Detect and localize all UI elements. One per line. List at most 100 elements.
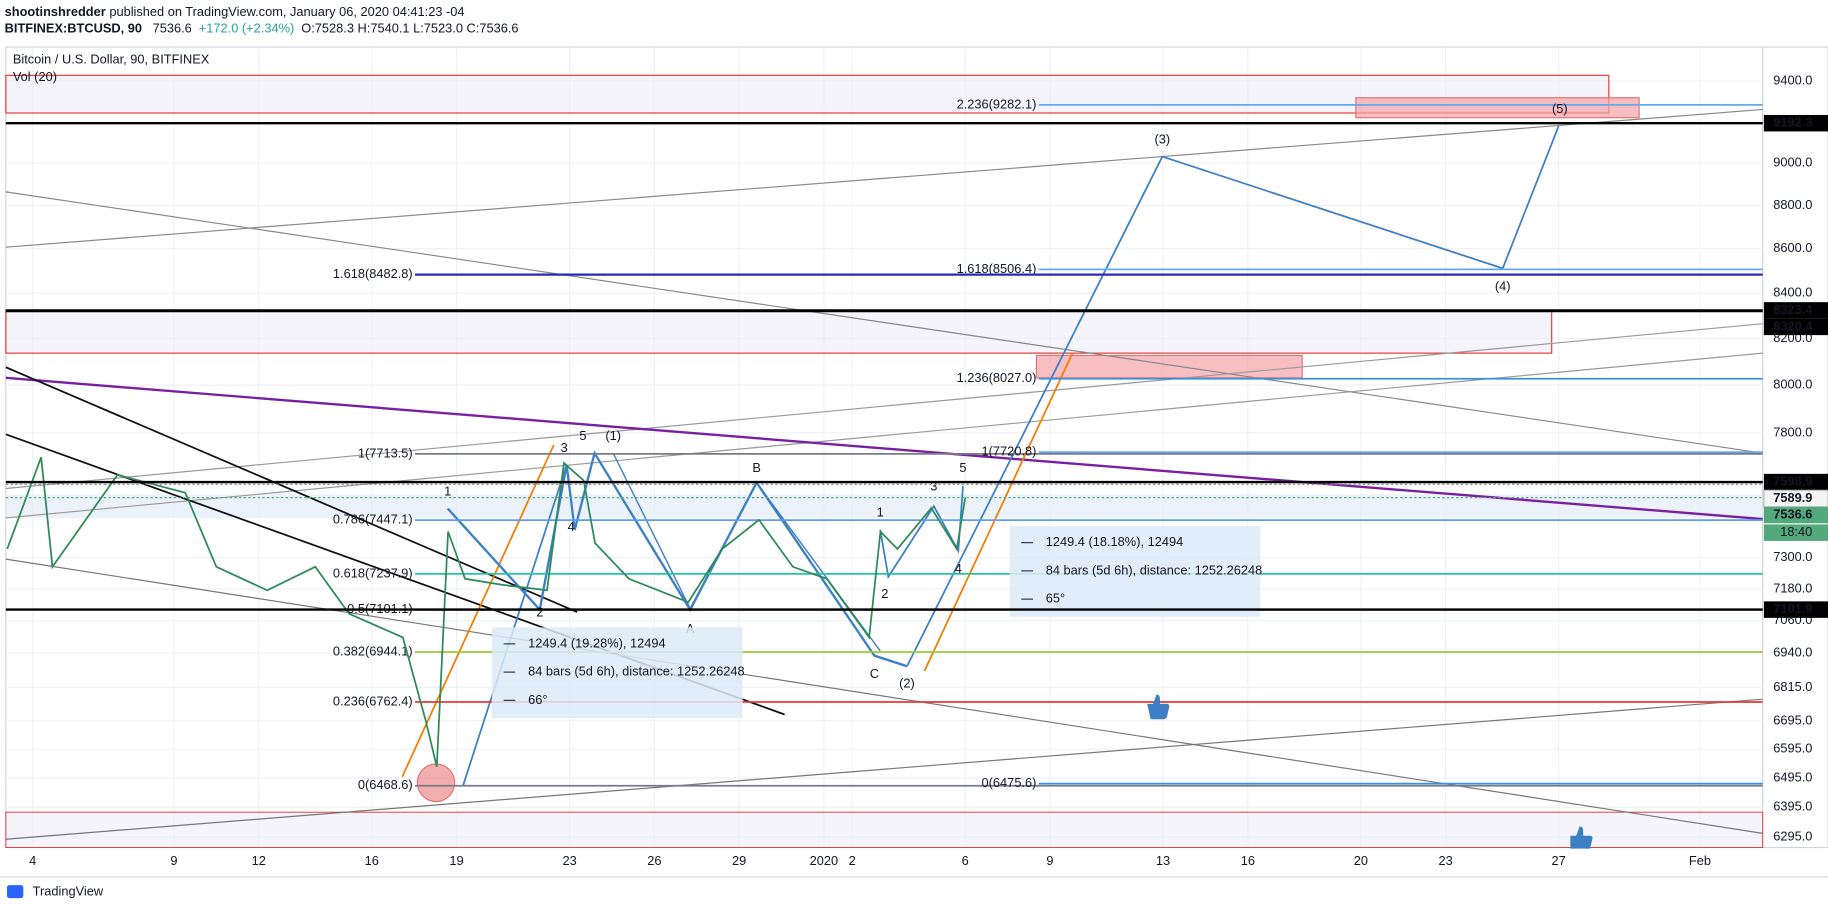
countdown: 18:40 [1780, 524, 1812, 539]
target-zone [1035, 354, 1303, 379]
wave-label: (3) [1154, 131, 1170, 146]
x-tick-label: Feb [1689, 853, 1711, 868]
price-tag-label: 8323.4 [1773, 302, 1813, 317]
price-tag-label: 7536.6 [1773, 506, 1812, 521]
wave-label: 4 [955, 561, 962, 576]
like-icon[interactable] [1570, 826, 1593, 849]
wave-label: B [752, 460, 761, 475]
x-tick-label: 20 [1354, 853, 1368, 868]
fib-label: 1(7713.5) [358, 445, 413, 460]
x-tick-label: 2020 [810, 853, 839, 868]
fib-label: 0.618(7237.9) [333, 565, 413, 580]
x-tick-label: 27 [1552, 853, 1566, 868]
wave-label: 5 [579, 428, 586, 443]
brand-logo [6, 885, 24, 899]
y-tick-label: 6595.0 [1773, 741, 1812, 756]
wave-label: C [870, 666, 879, 681]
fib-label: 0.786(7447.1) [333, 511, 413, 526]
wave-label: 3 [561, 440, 568, 455]
volume-label: Vol (20) [13, 69, 57, 84]
wave-label: 2 [536, 605, 543, 620]
trendline [5, 376, 1763, 521]
price-tag [1763, 473, 1828, 491]
x-tick-label: 13 [1156, 853, 1170, 868]
like-icon[interactable] [1147, 694, 1170, 720]
projection-line [906, 125, 1560, 667]
fib-label: 0.382(6944.1) [333, 643, 413, 658]
measure-box [491, 627, 743, 719]
y-tick-label: 6495.0 [1773, 769, 1812, 784]
fib-levels: 1(7713.5)0.786(7447.1)0.618(7237.9)0.5(7… [333, 96, 1763, 792]
measure-boxes: 1249.4 (19.28%), 12494 84 bars (5d 6h), d… [491, 526, 1263, 719]
price-tag-label: 7101.9 [1773, 601, 1812, 616]
trendline [5, 191, 1763, 454]
fib-label: 1.618(8482.8) [333, 266, 413, 281]
wave-label: 1 [877, 505, 884, 520]
wave-label: 2 [881, 586, 888, 601]
brand[interactable]: TradingView [33, 884, 104, 899]
price-axis [1762, 46, 1828, 849]
measure-text: 84 bars (5d 6h), distance: 1252.26248 [1046, 562, 1263, 577]
wave-label: 3 [930, 479, 937, 494]
published: published on TradingView.com, January 06… [109, 4, 464, 19]
x-tick-label: 12 [252, 853, 266, 868]
y-tick-label: 9000.0 [1773, 154, 1812, 169]
countdown-tag [1763, 524, 1828, 541]
band [5, 494, 1763, 518]
x-tick-label: 16 [365, 853, 379, 868]
trendline [5, 352, 1763, 519]
symbol: BITFINEX:BTCUSD, 90 [5, 21, 142, 36]
drawings [5, 108, 1763, 840]
y-tick-label: 8800.0 [1773, 197, 1812, 212]
fib-label: 2.236(9282.1) [957, 96, 1037, 111]
change: +172.0 (+2.34%) [199, 21, 294, 36]
wave-label: (5) [1552, 101, 1568, 116]
author: shootinshredder [5, 4, 106, 19]
grid: 9400.09000.08800.08600.08400.08200.08000… [5, 47, 1812, 848]
wave-line [612, 452, 881, 652]
y-tick-label: 6295.0 [1773, 828, 1812, 843]
fib-label: 0(6468.6) [358, 777, 413, 792]
price-tag [1763, 114, 1828, 132]
price-tag-label: 7589.9 [1773, 490, 1812, 505]
y-tick-label: 6695.0 [1773, 712, 1812, 727]
price-line [6, 456, 967, 767]
price-series [6, 456, 967, 767]
fib-label: 1.236(8027.0) [957, 370, 1037, 385]
x-tick-label: 4 [29, 853, 36, 868]
price-tag-label: 9192.3 [1773, 115, 1812, 130]
wave-label: 4 [568, 519, 575, 534]
x-tick-label: 23 [562, 853, 576, 868]
y-tick-label: 7300.0 [1773, 549, 1812, 564]
x-tick-label: 23 [1439, 853, 1453, 868]
x-tick-label: 26 [647, 853, 661, 868]
zone [5, 74, 1610, 114]
y-tick-label: 6395.0 [1773, 799, 1812, 814]
zone [5, 310, 1553, 354]
wave-label: (2) [899, 675, 915, 690]
price-tag [1763, 506, 1828, 524]
target-zone [1355, 97, 1640, 119]
y-tick-label: 8400.0 [1773, 284, 1812, 299]
fib-label: 1.618(8506.4) [957, 261, 1037, 276]
wave-label: 1 [444, 483, 451, 498]
y-tick-label: 6940.0 [1773, 644, 1812, 659]
price-tag [1763, 318, 1828, 336]
last-price: 7536.6 [153, 21, 192, 36]
x-tick-label: 2 [849, 853, 856, 868]
ohlc: O:7528.3 H:7540.1 L:7523.0 C:7536.6 [301, 21, 518, 36]
fib-label: 1(7720.8) [982, 443, 1037, 458]
highlight-circle [416, 763, 456, 803]
x-tick-label: 9 [170, 853, 177, 868]
measure-text: 1249.4 (18.18%), 12494 [1046, 534, 1183, 549]
x-tick-label: 29 [732, 853, 746, 868]
trendline [5, 108, 1763, 248]
trendline [5, 558, 1763, 834]
price-tag-label: 8320.4 [1773, 318, 1813, 333]
channel-line [923, 352, 1074, 672]
channel-line [401, 444, 555, 778]
y-tick-label: 9400.0 [1773, 72, 1812, 87]
price-tag [1763, 601, 1828, 618]
